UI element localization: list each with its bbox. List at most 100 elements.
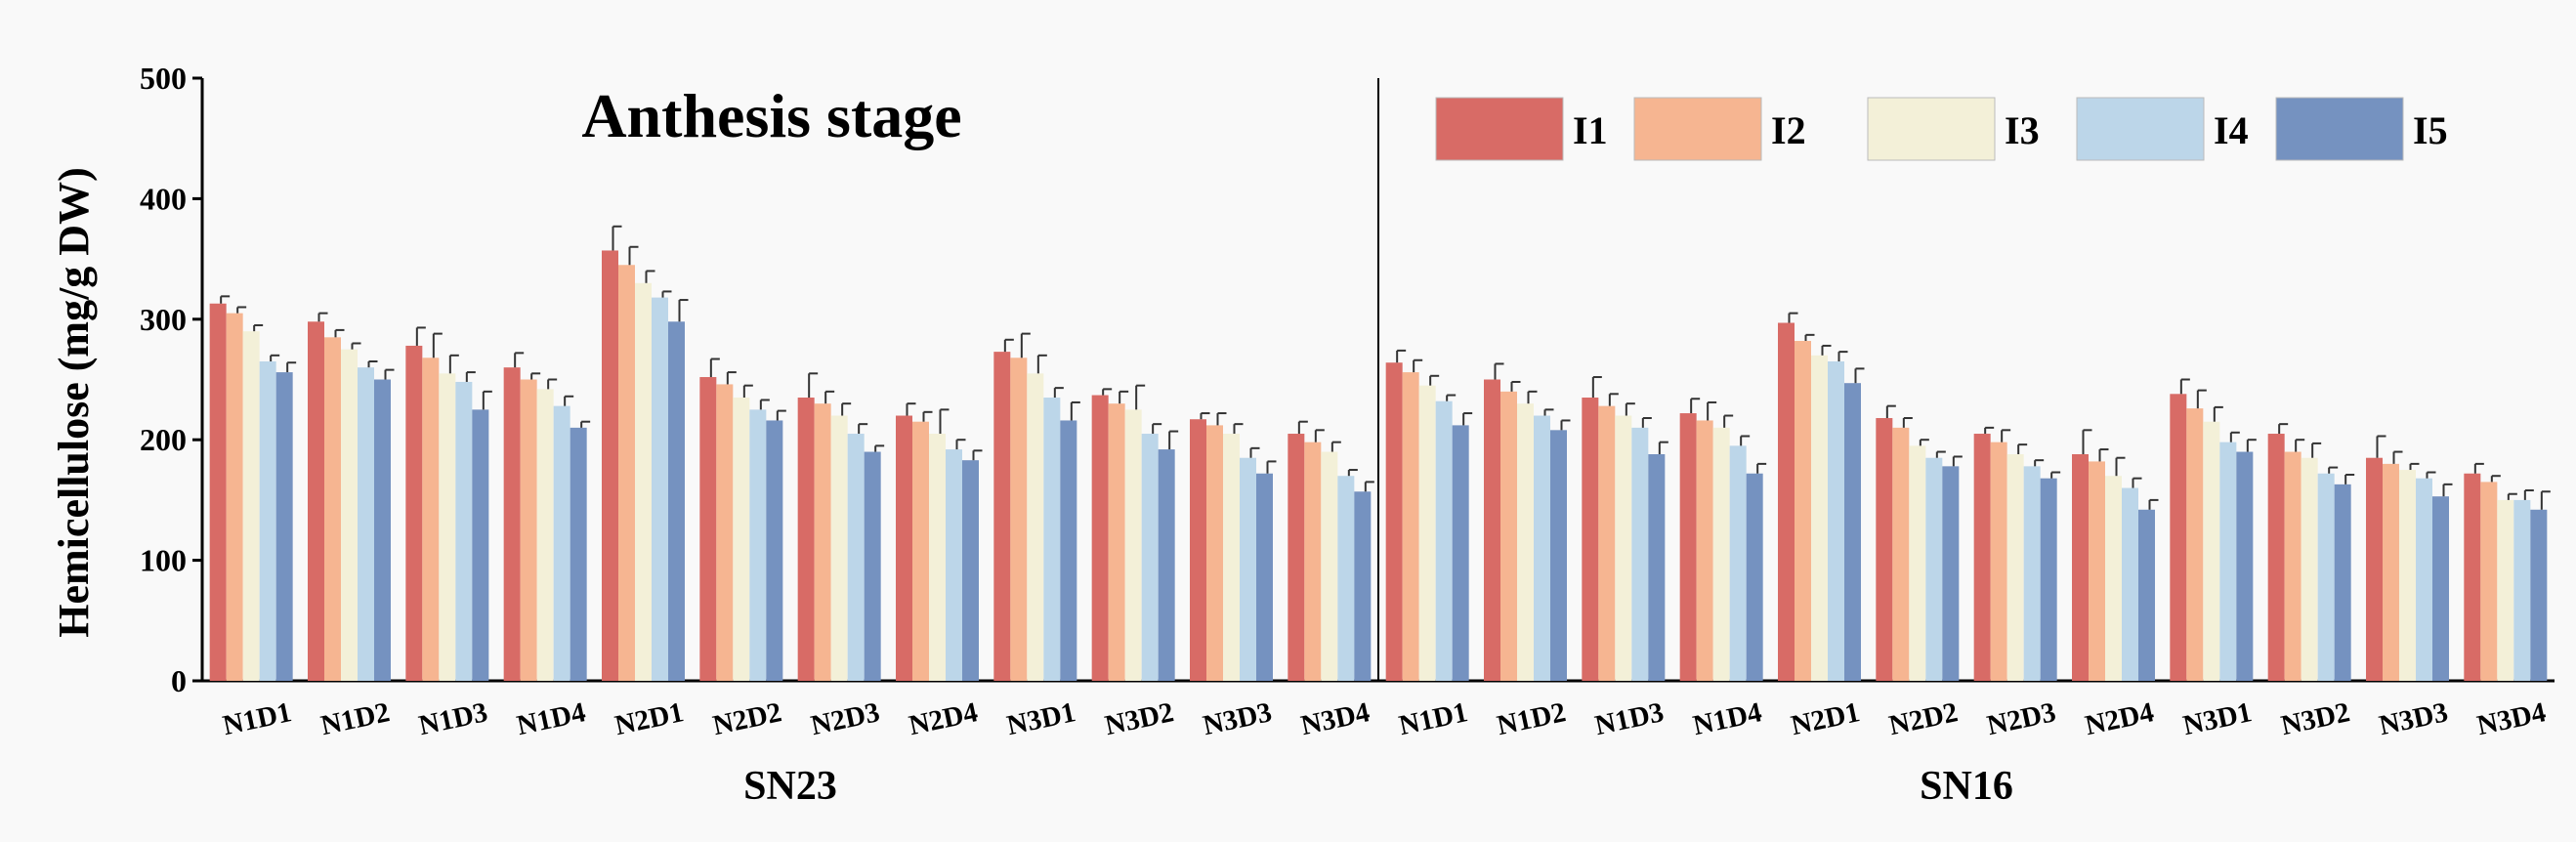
bar [2089, 461, 2105, 681]
bar [1973, 434, 1991, 681]
bar [2186, 408, 2204, 681]
bar [2040, 478, 2057, 681]
bar [733, 398, 750, 681]
bar [1811, 355, 1828, 681]
bar [2006, 454, 2024, 681]
bar [652, 297, 668, 681]
bar [1304, 442, 1322, 681]
y-axis-label: Hemicellulose (mg/g DW) [50, 167, 98, 637]
y-tick-label: 200 [140, 422, 187, 457]
bar [1778, 322, 1795, 681]
legend-label: I3 [2005, 108, 2040, 152]
legend-swatch [1867, 97, 1996, 161]
bar [308, 321, 324, 681]
bar [2072, 454, 2089, 681]
bar [2219, 442, 2237, 681]
bar [2530, 509, 2548, 681]
legend-swatch [2275, 97, 2404, 161]
bar [455, 381, 473, 681]
bar [1288, 434, 1305, 681]
bar [1534, 415, 1550, 681]
bar [1256, 473, 1273, 681]
bar [2497, 499, 2514, 681]
bar [864, 451, 881, 681]
bar [1027, 373, 1044, 681]
bar [1500, 391, 1517, 681]
bar [847, 434, 865, 681]
bar [1124, 409, 1142, 681]
bar [896, 415, 912, 681]
bar [1402, 372, 1419, 681]
y-tick-label: 300 [140, 302, 187, 337]
bar [993, 352, 1011, 681]
bar [1206, 425, 1223, 681]
bar [1550, 430, 1567, 681]
bar [2366, 457, 2383, 681]
y-tick-label: 100 [140, 543, 187, 578]
bar [2203, 421, 2220, 681]
bar [1141, 434, 1159, 681]
legend-label: I4 [2214, 108, 2249, 152]
bar [1679, 413, 1697, 681]
bar [209, 303, 227, 681]
bar [422, 358, 440, 681]
bar [1337, 476, 1355, 681]
bar [1844, 383, 1861, 681]
bar [946, 449, 962, 681]
bar [520, 379, 537, 681]
bar [1354, 491, 1372, 681]
bar [1795, 341, 1811, 681]
bar [1598, 405, 1616, 681]
bar [1696, 420, 1713, 681]
bar [1729, 445, 1747, 681]
bar [1942, 466, 1960, 681]
bar [2464, 473, 2481, 681]
bar [1648, 454, 1666, 681]
bar [2138, 509, 2155, 681]
bar [1892, 427, 1910, 681]
bar [1043, 398, 1061, 681]
legend-swatch [2076, 97, 2205, 161]
bar [1746, 473, 1763, 681]
bar [2416, 478, 2432, 681]
bar [1990, 442, 2007, 681]
bar [1158, 449, 1175, 681]
legend-label: I2 [1771, 108, 1806, 152]
bar [766, 420, 783, 681]
group-label: SN23 [743, 764, 837, 809]
bar [2236, 451, 2254, 681]
y-tick-label: 0 [171, 663, 187, 698]
bar [1484, 379, 1500, 681]
bar [1435, 400, 1453, 681]
bar [1712, 427, 1730, 681]
bar [1925, 457, 1943, 681]
bar [2023, 466, 2041, 681]
legend-label: I5 [2413, 108, 2448, 152]
bar [2170, 394, 2187, 681]
bar [2399, 470, 2416, 681]
bar [226, 313, 243, 681]
bar [618, 265, 635, 681]
legend-label: I1 [1573, 108, 1608, 152]
bar [1876, 417, 1893, 681]
bar [2432, 496, 2449, 681]
bar [2301, 457, 2318, 681]
bar [324, 337, 341, 681]
bar [1240, 457, 1256, 681]
bar [797, 398, 815, 681]
bar [2122, 487, 2138, 681]
bar [602, 250, 618, 681]
y-tick-label: 400 [140, 181, 187, 216]
legend-swatch [1633, 97, 1762, 161]
bar [929, 434, 946, 681]
group-label: SN16 [1920, 764, 2013, 809]
bar [912, 421, 929, 681]
bar [275, 372, 293, 681]
bar [439, 373, 456, 681]
bar [962, 460, 979, 681]
legend-swatch [1435, 97, 1564, 161]
bar [358, 367, 374, 681]
bar [2267, 434, 2285, 681]
bar [2317, 473, 2335, 681]
